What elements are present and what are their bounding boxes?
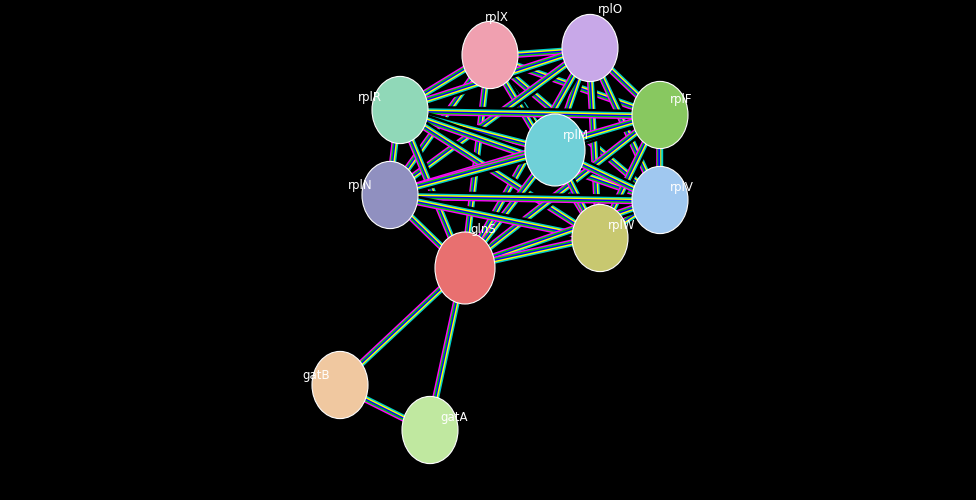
Text: rplF: rplF bbox=[670, 94, 693, 106]
Text: rplM: rplM bbox=[563, 130, 589, 142]
Ellipse shape bbox=[402, 396, 458, 464]
Ellipse shape bbox=[562, 14, 618, 82]
Text: rplX: rplX bbox=[485, 10, 508, 24]
Ellipse shape bbox=[312, 352, 368, 418]
Ellipse shape bbox=[632, 166, 688, 234]
Text: rplW: rplW bbox=[608, 220, 635, 232]
Text: gatB: gatB bbox=[302, 368, 330, 382]
Ellipse shape bbox=[372, 76, 428, 144]
Text: rplV: rplV bbox=[670, 182, 694, 194]
Text: rplN: rplN bbox=[348, 178, 373, 192]
Ellipse shape bbox=[525, 114, 585, 186]
Ellipse shape bbox=[572, 204, 628, 272]
Ellipse shape bbox=[362, 162, 418, 228]
Ellipse shape bbox=[435, 232, 495, 304]
Ellipse shape bbox=[632, 82, 688, 148]
Text: rplO: rplO bbox=[598, 4, 623, 16]
Ellipse shape bbox=[462, 22, 518, 88]
Text: rplR: rplR bbox=[358, 92, 382, 104]
Text: glnS: glnS bbox=[470, 224, 496, 236]
Text: gatA: gatA bbox=[440, 412, 468, 424]
